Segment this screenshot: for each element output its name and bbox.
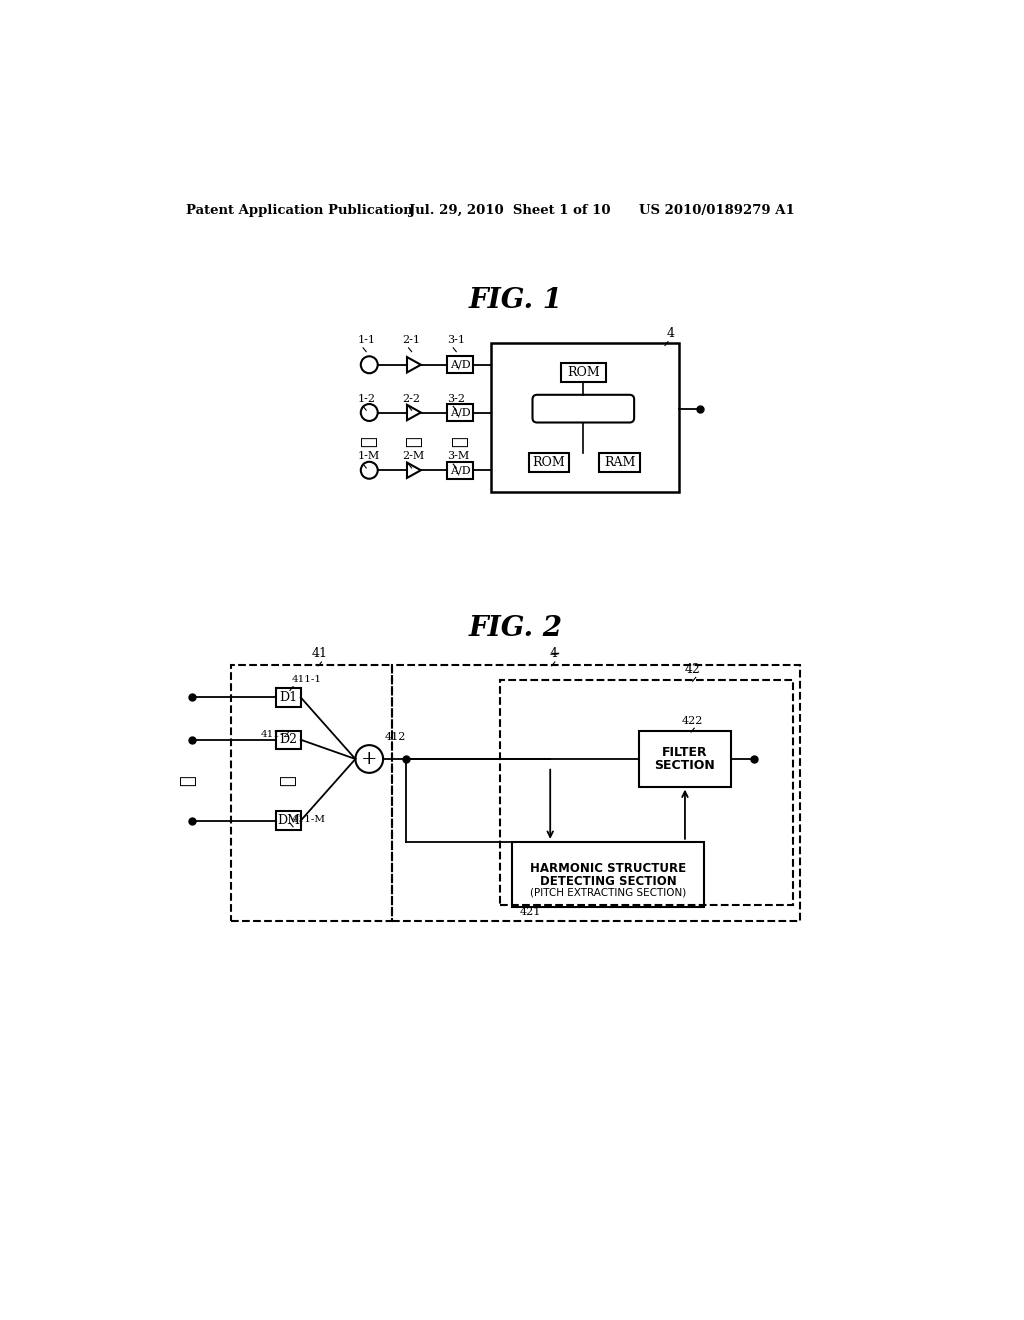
Text: SECTION: SECTION	[654, 759, 716, 772]
Text: 1-1: 1-1	[357, 335, 376, 346]
Text: 421: 421	[519, 907, 541, 917]
Text: 1-M: 1-M	[357, 451, 380, 462]
Text: Patent Application Publication: Patent Application Publication	[186, 205, 413, 218]
Text: ⋯: ⋯	[280, 775, 297, 785]
Text: 4: 4	[667, 327, 675, 341]
Bar	[512, 842, 705, 907]
Text: 411-1: 411-1	[292, 675, 322, 684]
Bar	[490, 343, 679, 492]
Text: RAM: RAM	[604, 455, 635, 469]
Text: ROM: ROM	[567, 366, 600, 379]
Text: 4: 4	[550, 647, 558, 660]
Text: FIG. 2: FIG. 2	[469, 615, 562, 642]
Text: 422: 422	[682, 715, 703, 726]
Text: 2-2: 2-2	[402, 393, 421, 404]
Bar	[639, 731, 731, 787]
Text: US 2010/0189279 A1: US 2010/0189279 A1	[639, 205, 795, 218]
Text: HARMONIC STRUCTURE: HARMONIC STRUCTURE	[529, 862, 686, 875]
Text: 3-M: 3-M	[447, 451, 469, 462]
Bar	[392, 665, 801, 921]
Text: 3-1: 3-1	[447, 335, 465, 346]
Bar	[276, 730, 301, 748]
Bar	[447, 404, 473, 421]
Text: 411-2: 411-2	[261, 730, 291, 739]
Text: Jul. 29, 2010  Sheet 1 of 10: Jul. 29, 2010 Sheet 1 of 10	[410, 205, 610, 218]
Bar	[500, 681, 793, 906]
Text: ⋯: ⋯	[452, 436, 469, 446]
Text: FIG. 1: FIG. 1	[469, 288, 562, 314]
Text: D2: D2	[280, 733, 297, 746]
Text: A/D: A/D	[450, 408, 470, 417]
Text: 2-1: 2-1	[402, 335, 421, 346]
Text: (PITCH EXTRACTING SECTION): (PITCH EXTRACTING SECTION)	[529, 888, 686, 898]
Text: 41: 41	[311, 647, 328, 660]
Bar	[447, 462, 473, 479]
Text: 411-M: 411-M	[292, 816, 326, 824]
Bar	[276, 688, 301, 706]
Text: FILTER: FILTER	[663, 746, 708, 759]
Bar	[276, 812, 301, 830]
Text: D1: D1	[280, 690, 298, 704]
Text: ⋯: ⋯	[360, 436, 378, 446]
Text: DETECTING SECTION: DETECTING SECTION	[540, 875, 676, 888]
Text: 1-2: 1-2	[357, 393, 376, 404]
Text: 42: 42	[685, 663, 700, 676]
Text: DM: DM	[276, 814, 300, 828]
Text: A/D: A/D	[450, 360, 470, 370]
Bar	[230, 665, 392, 921]
Text: ⋯: ⋯	[404, 436, 423, 446]
Text: 2-M: 2-M	[402, 451, 425, 462]
Text: 412: 412	[385, 731, 407, 742]
Bar	[528, 453, 568, 471]
Text: +: +	[361, 750, 378, 768]
Text: ⋯: ⋯	[179, 775, 198, 785]
Text: A/D: A/D	[450, 465, 470, 475]
Text: ROM: ROM	[532, 455, 565, 469]
Bar	[447, 356, 473, 374]
Text: 3-2: 3-2	[447, 393, 465, 404]
Bar	[599, 453, 640, 471]
Bar	[561, 363, 605, 381]
